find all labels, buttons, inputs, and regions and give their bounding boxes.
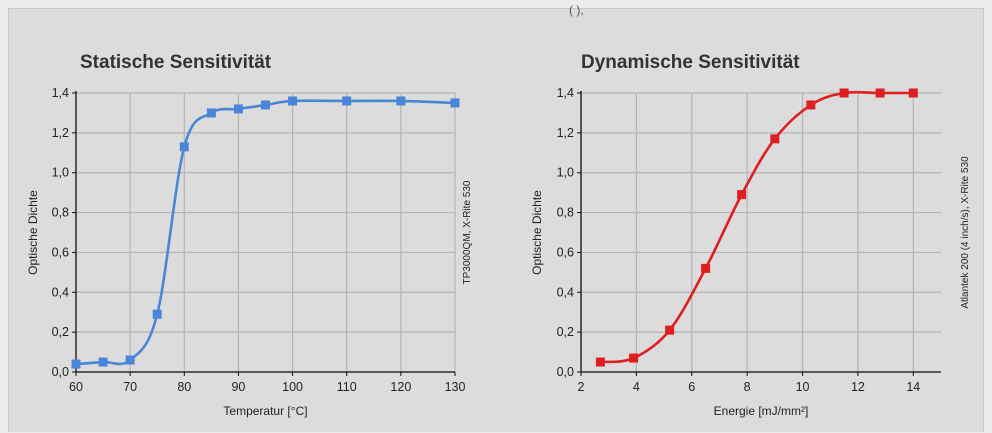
x-tick-label: 8 — [744, 380, 751, 394]
y-tick-label: 1,4 — [52, 86, 69, 100]
y-tick-label: 0,8 — [52, 206, 69, 220]
data-point-marker — [450, 98, 460, 108]
x-tick-label: 70 — [123, 380, 137, 394]
y-tick-label: 0,4 — [557, 285, 574, 299]
y-tick-label: 1,2 — [557, 126, 574, 140]
y-tick-label: 1,4 — [557, 86, 574, 100]
x-tick-label: 14 — [906, 380, 920, 394]
data-point-marker — [396, 96, 406, 106]
data-point-marker — [839, 88, 849, 98]
x-tick-label: 90 — [231, 380, 245, 394]
charts-svg: 60 70 80 90 100 110 120 130 0,0 0,2 0,4 0,6 0,8 1,0 1,… — [26, 52, 971, 418]
chart-panel: ( ), 60 70 80 90 100 110 120 130 0,0 0,2 0,4 0,6 0,8… — [8, 3, 984, 432]
data-point-marker — [342, 96, 352, 106]
x-tick-label: 10 — [796, 380, 810, 394]
data-point-marker — [179, 142, 189, 152]
x-tick-label: 80 — [177, 380, 191, 394]
data-point-marker — [701, 263, 711, 273]
y-tick-label: 0,6 — [557, 245, 574, 259]
data-point-marker — [233, 104, 243, 114]
y-tick-label: 0,8 — [557, 206, 574, 220]
side-note-label: Atlantek 200 (4 inch/s), X-Rite 530 — [960, 156, 971, 309]
y-tick-label: 0,0 — [557, 365, 574, 379]
y-tick-label: 1,0 — [52, 166, 69, 180]
x-tick-label: 120 — [390, 380, 411, 394]
chart-title: Statische Sensitivität — [80, 52, 272, 73]
data-point-marker — [629, 353, 639, 363]
y-tick-label: 0,2 — [557, 325, 574, 339]
x-tick-label: 2 — [578, 380, 585, 394]
x-tick-label: 130 — [445, 380, 466, 394]
x-tick-label: 6 — [688, 380, 695, 394]
x-tick-label: 60 — [69, 380, 83, 394]
y-axis-label: Optische Dichte — [26, 190, 40, 275]
y-tick-label: 0,6 — [52, 245, 69, 259]
y-axis-label: Optische Dichte — [530, 190, 544, 275]
x-tick-label: 4 — [633, 380, 640, 394]
data-point-marker — [770, 134, 780, 144]
data-point-marker — [261, 100, 270, 110]
y-tick-label: 0,4 — [52, 285, 69, 299]
data-point-marker — [595, 357, 605, 367]
data-point-marker — [125, 355, 135, 365]
series-line — [75, 99, 456, 366]
y-tick-label: 0,2 — [52, 325, 69, 339]
clipped-caption-text: ( ), — [569, 3, 584, 17]
x-tick-label: 12 — [851, 380, 865, 394]
side-note-label: TP3000QM, X-Rite 530 — [462, 180, 473, 284]
data-point-marker — [806, 100, 816, 110]
data-point-marker — [152, 309, 162, 319]
data-point-marker — [908, 88, 918, 98]
series-line — [600, 90, 914, 364]
y-tick-label: 0,0 — [52, 365, 69, 379]
data-point-marker — [875, 88, 885, 98]
data-point-marker — [288, 96, 298, 106]
x-axis-label: Temperatur [°C] — [223, 404, 307, 418]
data-point-marker — [71, 359, 81, 369]
x-axis-label: Energie [mJ/mm²] — [714, 404, 809, 418]
y-tick-label: 1,0 — [557, 166, 574, 180]
data-point-marker — [98, 357, 108, 367]
data-point-marker — [737, 190, 747, 200]
data-point-marker — [206, 108, 216, 118]
x-tick-label: 100 — [282, 380, 303, 394]
data-point-marker — [665, 325, 675, 335]
chart-title: Dynamische Sensitivität — [581, 52, 800, 73]
y-tick-label: 1,2 — [52, 126, 69, 140]
x-tick-label: 110 — [337, 380, 357, 394]
